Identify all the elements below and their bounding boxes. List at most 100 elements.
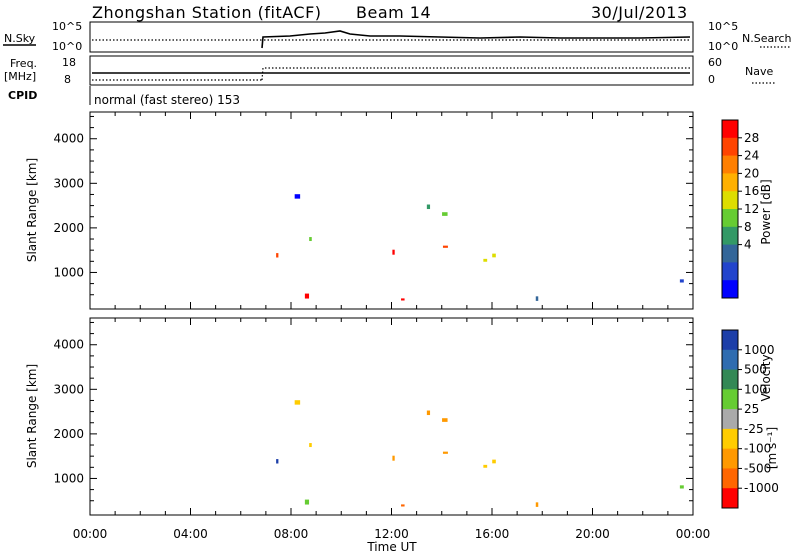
power-cell xyxy=(679,279,684,283)
nave-tick-bottom: 0 xyxy=(708,73,715,86)
colorbar-cell xyxy=(722,349,738,371)
nave-label: Nave xyxy=(745,65,773,78)
velocity-cell xyxy=(401,504,405,507)
velocity-y-ticks: 1000 2000 3000 4000 xyxy=(53,321,693,502)
y-tick-label: 2000 xyxy=(53,221,84,235)
nsearch-tick-bottom: 10^0 xyxy=(708,40,738,53)
colorbar-tick-label: -1000 xyxy=(744,481,779,495)
power-cell xyxy=(492,253,496,258)
velocity-cell xyxy=(426,410,431,416)
colorbar-tick-label: -100 xyxy=(744,442,771,456)
velocity-cell xyxy=(492,459,496,464)
colorbar-cell xyxy=(722,468,738,489)
colorbar-tick-label: 8 xyxy=(744,220,752,234)
colorbar-cell xyxy=(722,244,738,263)
power-cell xyxy=(309,237,312,242)
colorbar-cell xyxy=(722,448,738,469)
date-label: 30/Jul/2013 xyxy=(591,3,688,22)
colorbar-cell xyxy=(722,209,738,228)
power-cell xyxy=(276,253,279,258)
nsky-trace xyxy=(261,30,691,49)
colorbar-cell xyxy=(722,330,738,351)
colorbar-cell xyxy=(722,280,738,299)
colorbar-cell xyxy=(722,409,738,430)
nsearch-label: N.Search xyxy=(742,32,792,45)
velocity-y-axis-label: Slant Range [km] xyxy=(25,364,39,468)
colorbar-cell xyxy=(722,262,738,281)
velocity-colorbar: 1000 500 100 25 -25 -100 -500 -1000 Velocity [m… xyxy=(721,329,779,509)
time-tick-label: 04:00 xyxy=(173,527,208,541)
power-colorbar-label: Power [dB] xyxy=(759,179,773,244)
velocity-panel-frame xyxy=(89,317,694,516)
colorbar-tick-label: 1000 xyxy=(744,343,775,357)
y-tick-label: 4000 xyxy=(53,132,84,146)
y-tick-label: 4000 xyxy=(53,338,84,352)
velocity-colorbar-ticks: 1000 500 100 25 -25 -100 -500 -1000 xyxy=(738,343,779,495)
colorbar-cell xyxy=(722,155,738,174)
power-y-axis-label: Slant Range [km] xyxy=(25,158,39,262)
colorbar-cell xyxy=(722,389,738,410)
time-tick-label: 16:00 xyxy=(475,527,510,541)
colorbar-tick-label: 12 xyxy=(744,202,759,216)
cpid-label: CPID xyxy=(8,89,37,102)
freq-tick-top: 18 xyxy=(62,56,76,69)
colorbar-tick-label: 16 xyxy=(744,184,759,198)
time-tick-label: 00:00 xyxy=(676,527,711,541)
power-cell xyxy=(442,212,448,216)
velocity-cell xyxy=(442,418,448,422)
time-tick-label: 20:00 xyxy=(575,527,610,541)
power-colorbar: 28 24 20 16 12 8 4 Power [dB] xyxy=(721,119,773,299)
velocity-colorbar-unit: [m s⁻¹] xyxy=(765,427,779,469)
power-cell xyxy=(535,296,539,301)
power-cell xyxy=(294,194,301,199)
time-tick-label: 00:00 xyxy=(73,527,108,541)
freq-panel-frame xyxy=(89,55,694,86)
power-cell xyxy=(304,293,310,299)
nave-tick-top: 60 xyxy=(708,56,722,69)
power-colorbar-cells xyxy=(722,120,738,299)
velocity-cell xyxy=(442,451,448,454)
time-axis-labels: 00:00 04:00 08:00 12:00 16:00 20:00 00:00 xyxy=(73,527,711,541)
velocity-cell xyxy=(679,485,684,489)
power-cell xyxy=(442,245,448,248)
velocity-colorbar-frame xyxy=(721,329,739,509)
colorbar-tick-label: 24 xyxy=(744,149,759,163)
colorbar-tick-label: 20 xyxy=(744,166,759,180)
colorbar-cell xyxy=(722,488,738,509)
freq-unit: [MHz] xyxy=(4,70,36,83)
freq-tick-bottom: 8 xyxy=(64,73,71,86)
nave-trace xyxy=(261,67,690,81)
station-title: Zhongshan Station (fitACF) xyxy=(92,3,322,22)
velocity-data-cells xyxy=(276,400,684,507)
colorbar-tick-label: 25 xyxy=(744,402,759,416)
velocity-x-ticks xyxy=(89,318,694,515)
nsky-tick-bottom: 10^0 xyxy=(52,40,82,53)
power-y-ticks: 1000 2000 3000 4000 xyxy=(53,115,693,296)
power-cell xyxy=(401,298,405,301)
colorbar-cell xyxy=(722,137,738,157)
nsearch-tick-top: 10^5 xyxy=(708,20,738,33)
velocity-cell xyxy=(294,400,301,405)
velocity-colorbar-label: Velocity xyxy=(759,354,773,401)
colorbar-cell xyxy=(722,173,738,192)
power-cell xyxy=(426,204,431,210)
y-tick-label: 2000 xyxy=(53,427,84,441)
freq-label: Freq. xyxy=(10,57,37,70)
time-tick-label: 12:00 xyxy=(374,527,409,541)
velocity-cell xyxy=(483,464,488,468)
nsky-tick-top: 10^5 xyxy=(52,20,82,33)
velocity-cell xyxy=(535,502,539,507)
freq-panel: Freq. [MHz] 18 8 60 0 Nave xyxy=(4,55,776,86)
colorbar-tick-label: 100 xyxy=(744,382,767,396)
velocity-cell xyxy=(304,499,310,505)
colorbar-tick-label: 28 xyxy=(744,131,759,145)
nsky-panel: N.Sky 10^5 10^0 10^5 10^0 N.Search xyxy=(3,20,792,53)
power-panel-frame xyxy=(89,111,694,310)
time-axis-label: Time UT xyxy=(366,540,417,554)
colorbar-tick-label: 500 xyxy=(744,363,767,377)
velocity-cell xyxy=(276,459,279,464)
velocity-cell xyxy=(392,455,395,461)
colorbar-cell xyxy=(722,428,738,450)
nsky-label: N.Sky xyxy=(4,32,36,45)
